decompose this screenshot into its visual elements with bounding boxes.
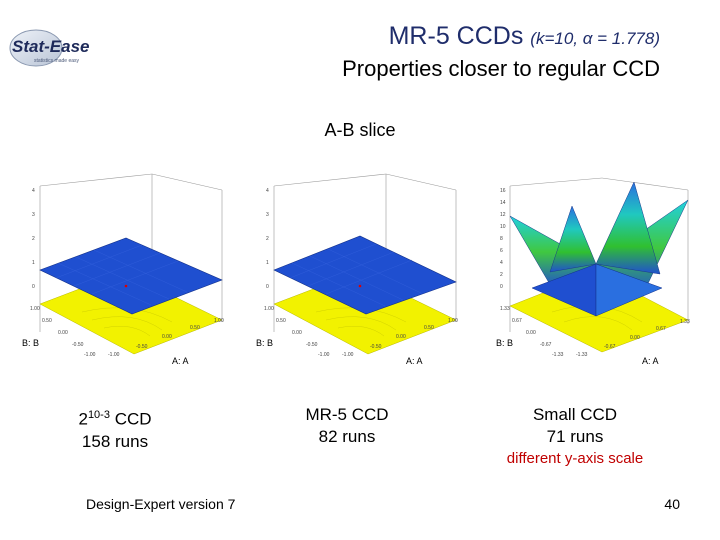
axis-b-label: B: B	[22, 338, 39, 348]
caption-2-10-3-ccd: 210-3 CCD 158 runs	[40, 404, 190, 453]
z-tick: 4	[32, 188, 35, 194]
b-tick: -0.50	[306, 342, 318, 348]
page-number: 40	[664, 496, 680, 512]
a-tick: 0.50	[190, 325, 200, 331]
z-tick: 0	[266, 284, 269, 290]
z-tick: 1	[32, 260, 35, 266]
design-point	[124, 284, 128, 288]
z-tick: 10	[500, 224, 506, 230]
axis-b-label: B: B	[256, 338, 273, 348]
a-tick: 0.00	[630, 335, 640, 341]
a-tick: -1.33	[576, 352, 588, 358]
a-tick: -0.50	[136, 344, 148, 350]
response-surface	[595, 263, 663, 317]
caption-design: MR-5 CCD	[305, 405, 389, 424]
z-tick: 2	[266, 236, 269, 242]
b-tick: 1.00	[30, 306, 40, 312]
a-tick: -1.00	[342, 352, 354, 358]
caption-runs: 158 runs	[81, 431, 149, 451]
surface-mesh	[55, 244, 188, 306]
plot-box	[39, 173, 223, 332]
z-tick: 4	[266, 188, 269, 194]
axis-a-label: A: A	[172, 356, 189, 366]
plot-box	[273, 173, 457, 332]
z-tick: 6	[500, 248, 503, 254]
a-tick: 0.00	[162, 334, 172, 340]
slice-title: A-B slice	[324, 120, 396, 140]
design-point	[358, 284, 362, 288]
b-tick: 1.00	[264, 306, 274, 312]
b-tick: 0.00	[58, 330, 68, 336]
b-tick: 1.33	[500, 306, 510, 312]
a-tick: -0.50	[370, 344, 382, 350]
z-tick: 3	[266, 212, 269, 218]
surface-mesh	[289, 243, 422, 307]
b-tick: -1.00	[84, 352, 96, 358]
b-tick: 0.00	[292, 330, 302, 336]
caption-design: Small CCD	[532, 405, 618, 424]
z-tick: 0	[32, 284, 35, 290]
z-tick: 12	[500, 212, 506, 218]
a-tick: 1.00	[214, 318, 224, 324]
slide-subtitle: Properties closer to regular CCD	[342, 56, 660, 81]
logo-swoosh	[9, 29, 63, 67]
slide-title: MR-5 CCDs (k=10, α = 1.778)	[300, 22, 660, 51]
a-tick: -1.00	[108, 352, 120, 358]
title-main: MR-5 CCDs	[388, 22, 524, 50]
axis-a-label: A: A	[406, 356, 423, 366]
b-tick: -0.67	[540, 342, 552, 348]
z-tick: 16	[500, 188, 506, 194]
surface-plot-2: 4 3 2 1 0 1.00 0.50 0.00 -0.50 -1.00 -1.…	[256, 173, 458, 366]
z-tick: 0	[500, 284, 503, 290]
a-tick: 1.33	[680, 319, 690, 325]
caption-mr5-ccd: MR-5 CCD 82 runs	[272, 404, 422, 448]
plot-box	[509, 177, 689, 332]
b-tick: -1.33	[552, 352, 564, 358]
a-tick: -0.67	[604, 344, 616, 350]
a-tick: 0.00	[396, 334, 406, 340]
response-surface	[39, 237, 223, 315]
b-tick: 0.67	[512, 318, 522, 324]
surface-plot-1: 4 3 2 1 0 1.00 0.50 0.00 -0.50 -1.00 -1.…	[22, 173, 224, 366]
z-tick: 14	[500, 200, 506, 206]
response-surface	[273, 235, 457, 315]
response-surface-peak	[595, 181, 661, 275]
caption-runs: 82 runs	[318, 427, 376, 446]
logo-tagline: statistics made easy	[34, 58, 80, 64]
b-tick: 0.50	[42, 318, 52, 324]
b-tick: -1.00	[318, 352, 330, 358]
logo-wordmark: Stat-Ease	[12, 37, 89, 56]
a-tick: 0.50	[424, 325, 434, 331]
z-tick: 1	[266, 260, 269, 266]
b-tick: -0.50	[72, 342, 84, 348]
z-tick: 8	[500, 236, 503, 242]
caption-note: different y-axis scale	[506, 450, 644, 467]
z-tick: 2	[500, 272, 503, 278]
caption-design: 210-3 CCD	[78, 409, 152, 429]
b-tick: 0.50	[276, 318, 286, 324]
stat-ease-logo: Stat-Ease statistics made easy	[9, 29, 89, 67]
z-tick: 2	[32, 236, 35, 242]
response-surface-peak	[549, 205, 597, 273]
footer-software-version: Design-Expert version 7	[86, 496, 236, 512]
a-tick: 0.67	[656, 326, 666, 332]
b-tick: 0.00	[526, 330, 536, 336]
z-tick: 3	[32, 212, 35, 218]
axis-a-label: A: A	[642, 356, 659, 366]
caption-runs: 71 runs	[546, 427, 604, 446]
axis-b-label: B: B	[496, 338, 513, 348]
title-params: (k=10, α = 1.778)	[530, 29, 660, 48]
a-tick: 1.00	[448, 318, 458, 324]
z-tick: 4	[500, 260, 503, 266]
caption-small-ccd: Small CCD 71 runs different y-axis scale	[480, 404, 670, 470]
surface-plot-3: 16 14 12 10 8 6 4 2 0 1.33 0.67 0.00 -0.…	[496, 177, 690, 366]
